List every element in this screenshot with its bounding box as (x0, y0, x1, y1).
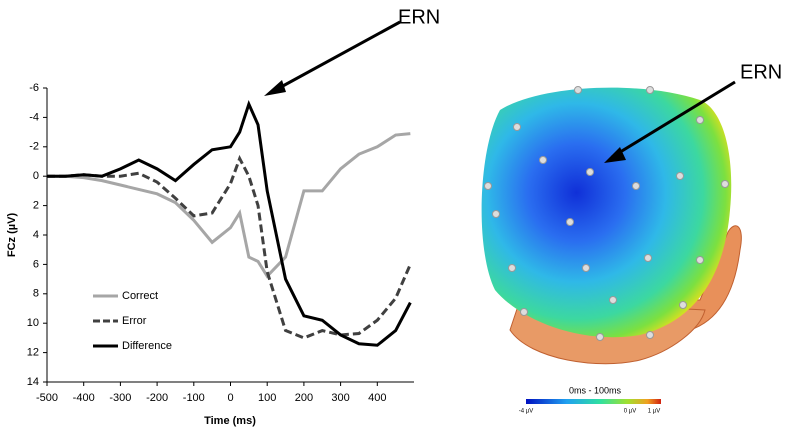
x-tick-label: -300 (109, 392, 131, 404)
arrow-head (264, 80, 286, 96)
electrodes (484, 86, 729, 341)
y-tick-label: 14 (27, 376, 39, 388)
legend-label: Correct (122, 290, 158, 302)
line-series (47, 154, 412, 340)
colorbar-label: 1 µV (648, 409, 660, 415)
y-tick-label: 2 (33, 200, 39, 212)
line-series (47, 100, 412, 347)
x-tick-label: 0 (227, 392, 233, 404)
x-tick-label: -200 (146, 392, 168, 404)
x-axis-label: Time (ms) (204, 415, 256, 427)
y-tick-label: -2 (29, 141, 39, 153)
y-tick-label: -4 (29, 111, 39, 123)
time-window: 0ms - 100ms (569, 385, 622, 395)
topomap-annotation: ERN (740, 61, 782, 83)
scalp-map (481, 87, 732, 338)
annotation-arrow (269, 20, 401, 95)
y-tick-label: 8 (33, 288, 39, 300)
arrow-head (604, 147, 626, 163)
x-tick-label: -500 (36, 392, 58, 404)
colorbar-label: 0 µV (624, 409, 636, 415)
x-tick-label: 300 (331, 392, 349, 404)
y-axis-label: FCz (µV) (6, 213, 18, 258)
x-tick-label: 100 (258, 392, 276, 404)
colorbar-label: -4 µV (519, 409, 533, 415)
y-tick-label: 0 (33, 170, 39, 182)
y-tick-label: 10 (27, 317, 39, 329)
x-tick-label: -100 (183, 392, 205, 404)
y-tick-label: -6 (29, 82, 39, 94)
x-tick-label: 200 (295, 392, 313, 404)
annotation-arrow (611, 80, 736, 159)
legend-label: Difference (122, 340, 172, 352)
legend-label: Error (122, 315, 147, 327)
annotation: ERN (398, 6, 440, 28)
x-tick-label: -400 (73, 392, 95, 404)
line-series (47, 132, 411, 279)
y-tick-label: 4 (33, 229, 39, 241)
y-tick-label: 12 (27, 347, 39, 359)
colorbar (526, 399, 661, 404)
y-tick-label: 6 (33, 258, 39, 270)
x-tick-label: 400 (368, 392, 386, 404)
